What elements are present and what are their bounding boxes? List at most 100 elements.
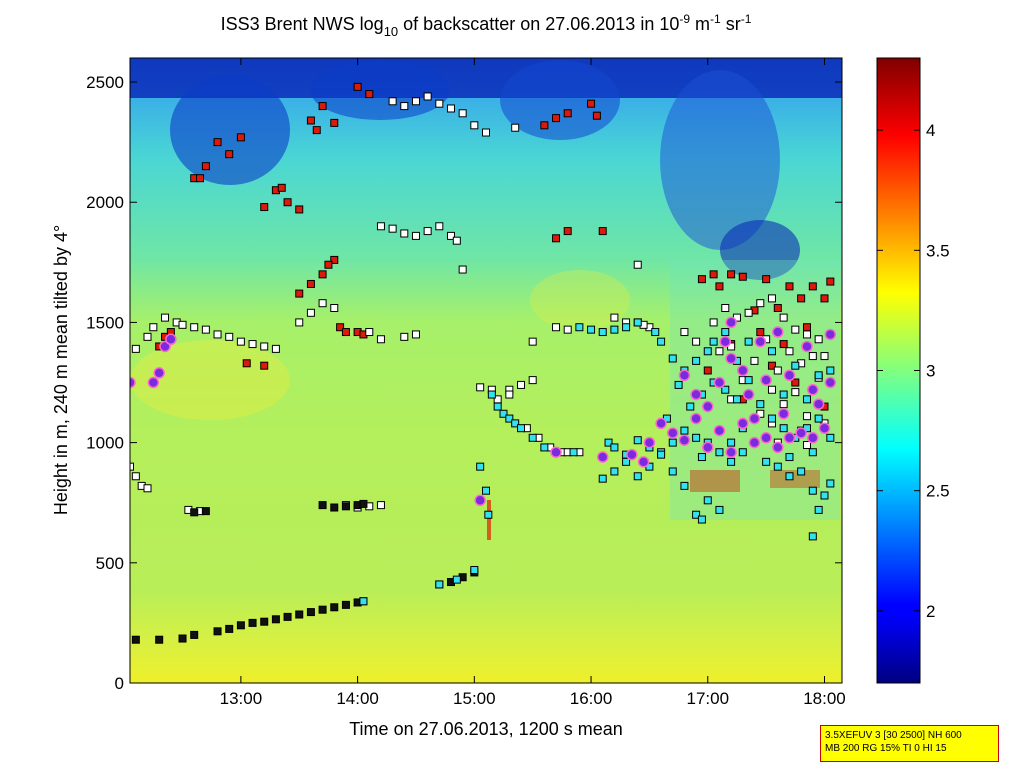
data-point — [306, 308, 315, 317]
data-point — [692, 433, 701, 442]
data-point — [474, 494, 486, 507]
data-point — [552, 114, 561, 123]
x-tick-label: 13:00 — [220, 689, 263, 708]
data-point — [814, 371, 823, 380]
data-point — [783, 369, 796, 382]
data-point — [482, 486, 490, 495]
heatmap-dark-patch — [660, 70, 780, 250]
colorbar: 2 2.5 3 3.5 4 — [876, 57, 950, 684]
data-point — [575, 323, 584, 332]
data-point — [376, 222, 385, 231]
data-point — [738, 272, 747, 281]
data-point — [779, 313, 788, 322]
data-point — [756, 400, 765, 409]
data-point — [633, 436, 642, 445]
data-point — [178, 634, 187, 643]
data-point — [452, 575, 461, 584]
data-point — [149, 323, 158, 332]
data-point — [318, 605, 327, 614]
data-point — [236, 133, 245, 142]
data-point — [201, 507, 210, 516]
data-point — [791, 388, 800, 397]
data-point — [826, 479, 835, 488]
data-point — [283, 198, 292, 207]
data-point — [143, 332, 152, 341]
y-tick-label: 1500 — [86, 313, 124, 332]
data-point — [452, 236, 461, 245]
x-tick-label: 16:00 — [570, 689, 613, 708]
y-tick-label: 1000 — [86, 434, 124, 453]
data-point — [709, 270, 718, 279]
data-point — [213, 330, 222, 339]
data-point — [277, 183, 286, 192]
data-point — [692, 337, 701, 346]
markers — [130, 82, 837, 644]
data-point — [295, 289, 304, 298]
data-point — [190, 630, 199, 639]
data-point — [225, 624, 234, 633]
data-point — [131, 344, 140, 353]
data-point — [330, 603, 339, 612]
data-point — [785, 453, 794, 462]
data-point — [598, 227, 607, 236]
data-point — [737, 364, 749, 377]
data-point — [147, 376, 160, 389]
data-point — [633, 472, 642, 481]
x-tick-label: 18:00 — [803, 689, 846, 708]
data-point — [760, 432, 772, 444]
data-point — [633, 260, 642, 269]
data-point — [598, 474, 607, 483]
data-point — [312, 126, 321, 135]
data-point — [190, 508, 199, 517]
data-point — [511, 419, 520, 428]
data-point — [517, 380, 526, 389]
data-point — [359, 597, 368, 606]
chart-title: ISS3 Brent NWS log10 of backscatter on 2… — [221, 12, 752, 39]
data-point — [824, 328, 837, 341]
data-point — [744, 376, 753, 385]
data-point — [596, 451, 609, 463]
data-point — [178, 320, 187, 329]
data-point — [767, 414, 776, 423]
data-point — [161, 313, 170, 322]
data-point — [552, 323, 561, 332]
data-point — [795, 427, 807, 439]
data-point — [756, 299, 765, 308]
data-point — [411, 231, 420, 240]
data-point — [528, 433, 537, 442]
x-axis: 13:00 14:00 15:00 16:00 17:00 18:00 — [220, 58, 846, 708]
data-point — [791, 378, 800, 387]
data-point — [633, 318, 642, 327]
info-box: 3.5XEFUV 3 [30 2500] NH 600 MB 200 RG 15… — [820, 725, 999, 762]
data-point — [236, 621, 245, 630]
data-point — [213, 138, 222, 147]
data-point — [388, 224, 397, 233]
data-point — [742, 388, 755, 401]
data-point — [248, 340, 257, 349]
data-point — [697, 453, 706, 462]
data-point — [400, 102, 409, 111]
data-point — [802, 412, 811, 421]
data-point — [667, 427, 679, 439]
data-point — [213, 627, 222, 636]
data-point — [808, 352, 817, 361]
data-point — [820, 294, 829, 303]
data-point — [744, 337, 753, 346]
data-point — [359, 499, 368, 508]
data-point — [657, 337, 666, 346]
heatmap-streak — [770, 470, 820, 488]
data-point — [727, 270, 736, 279]
colorbar-tick-label: 2 — [926, 602, 935, 621]
heatmap-streak — [487, 500, 491, 540]
colorbar-tick-label: 2.5 — [926, 482, 950, 501]
heatmap-dark-patch — [170, 75, 290, 185]
data-point — [703, 366, 712, 375]
data-point — [732, 395, 741, 404]
data-point — [721, 304, 730, 312]
data-point — [295, 318, 304, 327]
data-point — [271, 344, 280, 353]
data-point — [773, 462, 782, 471]
data-point — [762, 457, 771, 466]
data-point — [458, 265, 467, 274]
data-point — [487, 390, 496, 399]
